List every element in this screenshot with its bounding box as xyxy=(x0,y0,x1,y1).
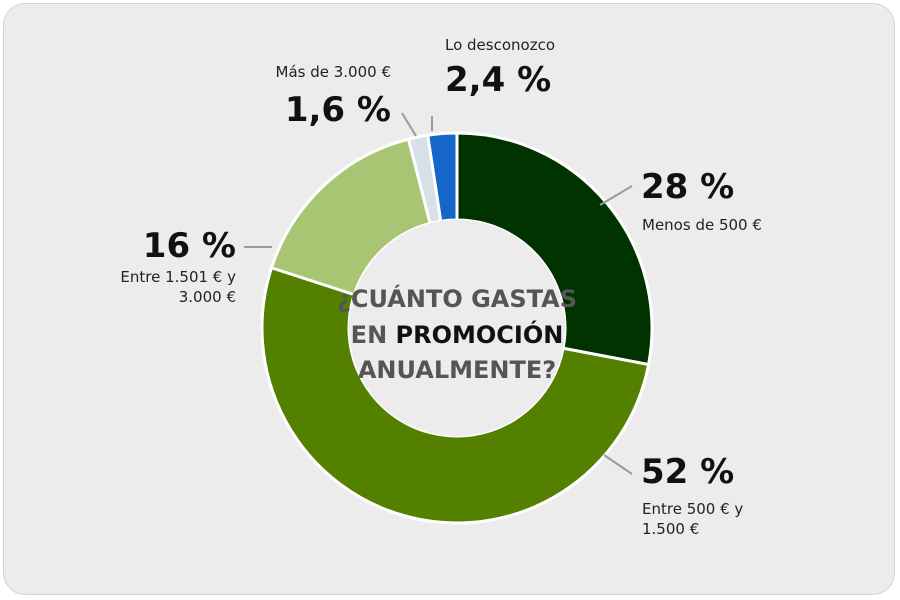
data-label-4: 1,6 % xyxy=(285,90,391,130)
leader-line-4 xyxy=(401,112,417,137)
data-label-3: 16 % xyxy=(143,226,236,266)
data-label-2: 52 % xyxy=(641,452,734,492)
category-label-1-line-1: Menos de 500 € xyxy=(642,216,762,234)
chart-title-line-2: EN PROMOCIÓN xyxy=(351,319,564,349)
data-label-1: 28 % xyxy=(641,167,734,207)
chart-title-line-1: ¿CUÁNTO GASTAS xyxy=(337,284,577,313)
leader-line-2 xyxy=(603,454,633,475)
chart-title-line-3: ANUALMENTE? xyxy=(358,356,556,384)
category-label-3-line-1: Entre 1.501 € y xyxy=(120,268,236,286)
category-label-4-line-1: Más de 3.000 € xyxy=(276,63,392,81)
donut-center xyxy=(349,220,565,436)
data-label-5: 2,4 % xyxy=(445,60,551,100)
leader-line-1 xyxy=(599,185,633,206)
slice-2 xyxy=(260,266,651,525)
category-label-2-line-1: Entre 500 € y xyxy=(642,500,743,518)
category-label-3-line-2: 3.000 € xyxy=(179,288,236,306)
category-label-5-line-1: Lo desconozco xyxy=(445,36,555,54)
category-label-2-line-2: 1.500 € xyxy=(642,520,699,538)
